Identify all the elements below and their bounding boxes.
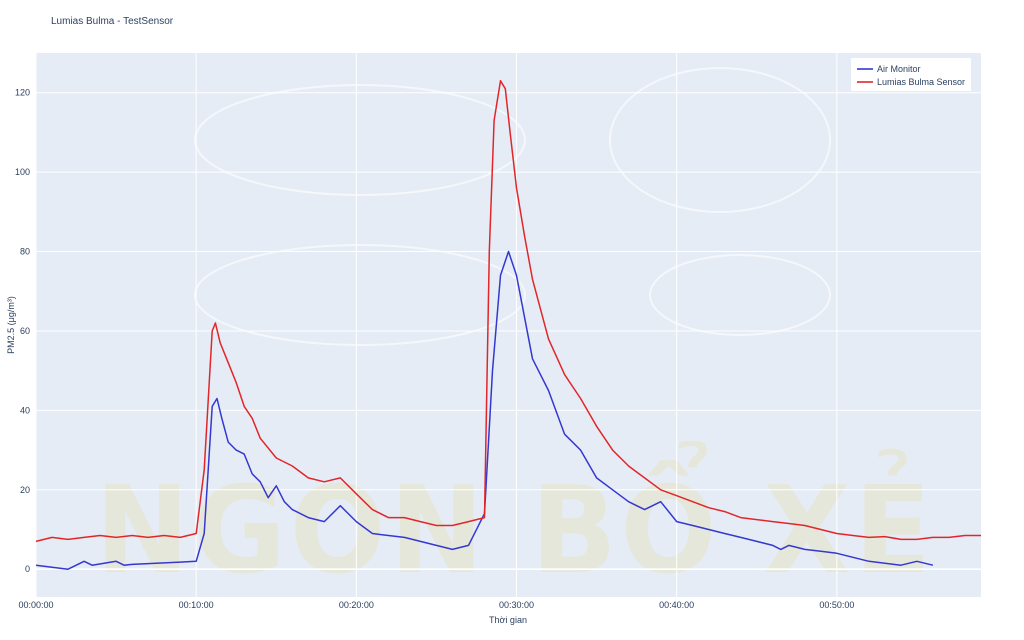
y-tick-label: 100 <box>15 167 30 177</box>
watermark-text: NGON BỔ XẺ <box>95 441 935 601</box>
legend[interactable]: Air Monitor Lumias Bulma Sensor <box>851 58 971 91</box>
x-tick-label: 00:10:00 <box>179 600 214 610</box>
y-tick-label: 40 <box>20 405 30 415</box>
legend-label[interactable]: Lumias Bulma Sensor <box>877 77 965 87</box>
x-tick-label: 00:20:00 <box>339 600 374 610</box>
x-tick-label: 00:40:00 <box>659 600 694 610</box>
y-axis: 0 20 40 60 80 100 120 <box>15 88 30 574</box>
x-axis-title: Thời gian <box>489 615 527 625</box>
grid <box>35 53 981 597</box>
plot-area <box>36 53 981 597</box>
watermark-shape <box>609 67 831 213</box>
x-tick-label: 00:30:00 <box>499 600 534 610</box>
watermark-shape <box>194 244 526 346</box>
series-lines <box>35 80 981 570</box>
y-tick-label: 60 <box>20 326 30 336</box>
watermark-shape <box>194 84 526 196</box>
x-tick-label: 00:50:00 <box>819 600 854 610</box>
series-line[interactable] <box>35 250 934 570</box>
series-line[interactable] <box>35 80 981 543</box>
legend-box <box>851 58 971 91</box>
x-axis: 00:00:00 00:10:00 00:20:00 00:30:00 00:40:00… <box>18 600 854 610</box>
chart-title: Lumias Bulma - TestSensor <box>51 16 174 27</box>
y-tick-label: 120 <box>15 88 30 98</box>
y-tick-label: 0 <box>25 564 30 574</box>
y-tick-label: 80 <box>20 247 30 257</box>
watermark-shape <box>649 254 831 336</box>
y-tick-label: 20 <box>20 485 30 495</box>
legend-label[interactable]: Air Monitor <box>877 64 921 74</box>
y-axis-title: PM2.5 (μg/m³) <box>6 296 16 354</box>
x-tick-label: 00:00:00 <box>18 600 53 610</box>
watermark: NGON BỔ XẺ <box>95 67 935 601</box>
